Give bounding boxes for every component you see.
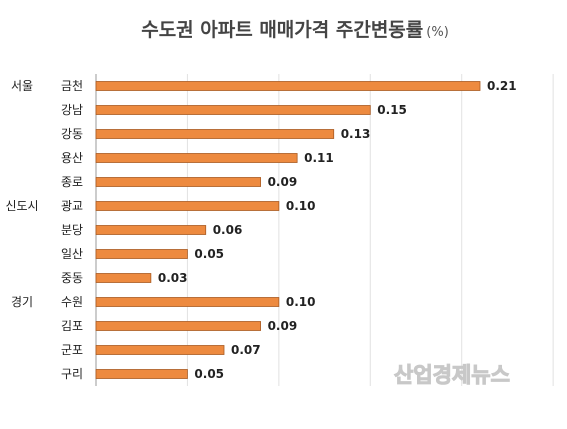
category-label: 강남 — [61, 103, 83, 117]
value-label: 0.05 — [194, 367, 224, 381]
value-label: 0.11 — [304, 151, 334, 165]
value-label: 0.10 — [286, 199, 316, 213]
value-label: 0.07 — [231, 343, 261, 357]
category-label: 일산 — [61, 247, 83, 261]
value-label: 0.09 — [268, 319, 298, 333]
category-label: 수원 — [61, 295, 83, 309]
bar-중동 — [95, 273, 152, 283]
bar-분당 — [95, 225, 207, 235]
bar-강동 — [95, 129, 335, 139]
value-label: 0.13 — [341, 127, 371, 141]
bar-강남 — [95, 105, 371, 115]
bar-종로 — [95, 177, 261, 187]
labels: 금천 0.21 강남 0.15 강동 0.13 용산 0.11 종로 0.09 광교 0.10 분당 0.… — [5, 78, 516, 381]
category-label: 김포 — [61, 319, 83, 333]
value-label: 0.10 — [286, 295, 316, 309]
value-label: 0.21 — [487, 79, 517, 93]
value-label: 0.15 — [377, 103, 407, 117]
value-label: 0.05 — [194, 247, 224, 261]
value-label: 0.06 — [213, 223, 243, 237]
group-label: 경기 — [11, 295, 33, 309]
category-label: 중동 — [61, 271, 83, 285]
bar-김포 — [95, 321, 261, 331]
category-label: 광교 — [61, 199, 83, 213]
watermark-text: 산업경제뉴스 — [394, 363, 510, 387]
bar-군포 — [95, 345, 225, 355]
category-label: 군포 — [61, 343, 83, 357]
bar-용산 — [95, 153, 298, 163]
category-label: 분당 — [61, 223, 83, 237]
chart-title: 수도권 아파트 매매가격 주간변동률 (%) — [141, 19, 449, 41]
category-label: 금천 — [61, 78, 83, 93]
category-label: 강동 — [61, 127, 83, 141]
bar-일산 — [95, 249, 188, 259]
group-label: 신도시 — [5, 199, 38, 213]
bar-금천 — [95, 81, 481, 91]
bar-구리 — [95, 369, 188, 379]
chart-title-text: 수도권 아파트 매매가격 주간변동률 — [141, 19, 423, 41]
category-label: 용산 — [61, 151, 83, 165]
bar-광교 — [95, 201, 280, 211]
value-label: 0.09 — [268, 175, 298, 189]
group-label: 서울 — [11, 79, 33, 93]
chart-title-unit: (%) — [426, 25, 449, 40]
category-label: 종로 — [61, 175, 83, 189]
gridlines — [186, 74, 554, 386]
category-label: 구리 — [61, 367, 83, 381]
bar-수원 — [95, 297, 280, 307]
bars — [95, 81, 481, 379]
value-label: 0.03 — [158, 271, 188, 285]
